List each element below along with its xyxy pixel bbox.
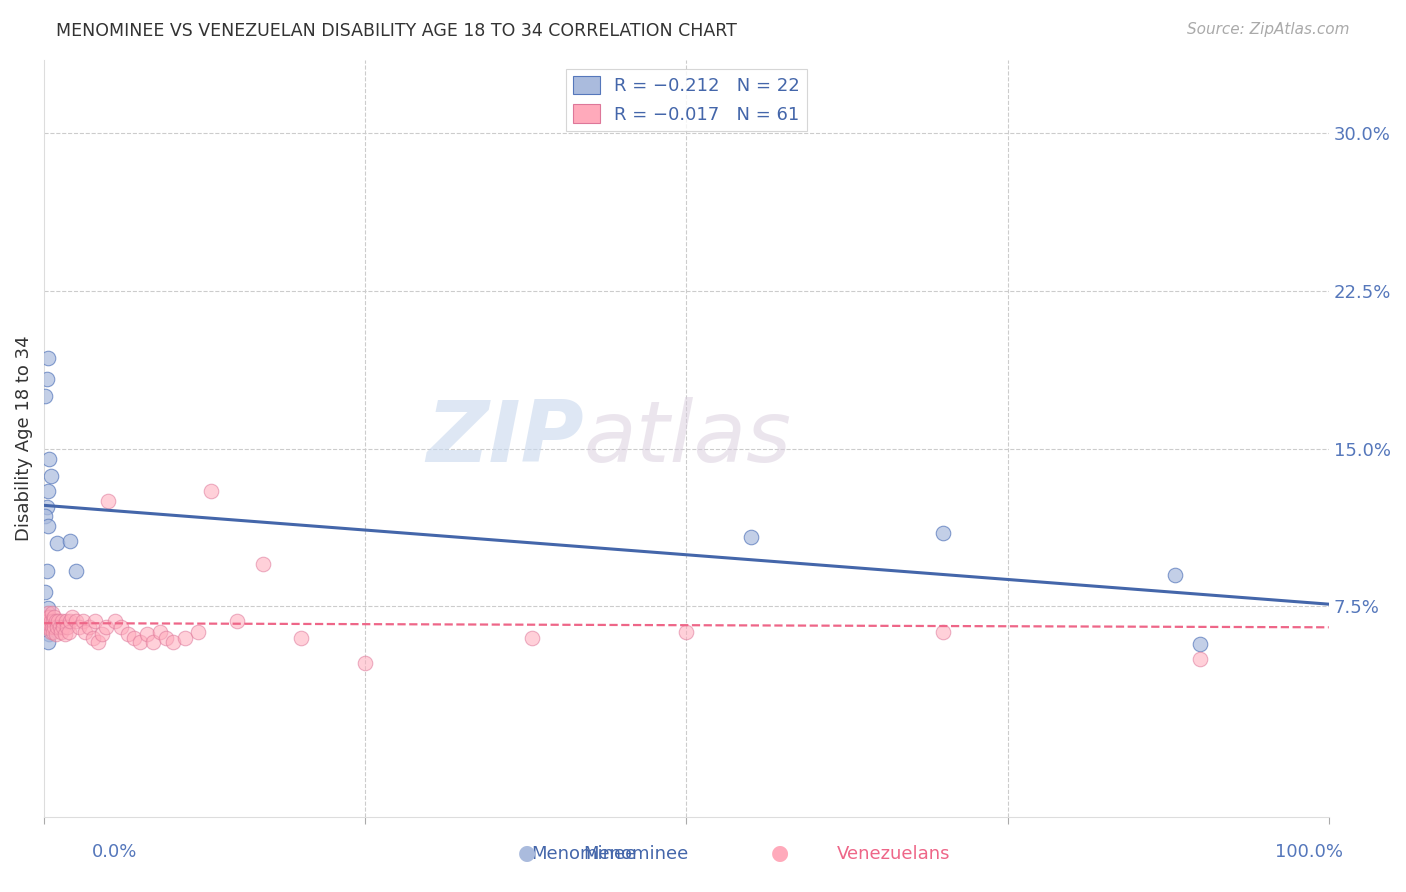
Point [252,558,274,572]
Point [34,508,56,523]
Point [67,620,90,634]
Point [42,614,65,628]
Point [522,631,544,645]
Point [174,631,197,645]
Point [35,500,58,515]
Text: Venezuelans: Venezuelans [837,846,950,863]
Point [51,614,73,628]
Point [290,631,312,645]
Point [37,483,59,498]
Point [59,614,82,628]
Point [34,614,56,628]
Point [37,635,59,649]
Point [225,614,247,628]
Point [44,609,66,624]
Y-axis label: Disability Age 18 to 34: Disability Age 18 to 34 [15,335,32,541]
Point [155,631,177,645]
Point [37,606,59,620]
Text: ZIP: ZIP [426,397,583,480]
Point [84,614,107,628]
Point [65,564,87,578]
Point [41,620,63,634]
Point [37,519,59,533]
Point [42,624,65,639]
Point [87,635,110,649]
Point [65,614,87,628]
Point [740,530,762,544]
Point [117,626,139,640]
Point [1189,637,1212,651]
Point [56,620,79,634]
Point [38,620,60,634]
Point [77,620,100,634]
Point [200,483,222,498]
Point [162,635,184,649]
Point [932,525,955,540]
Point [48,620,70,634]
Point [58,624,80,639]
Point [34,584,56,599]
Point [46,536,69,550]
Text: atlas: atlas [583,397,792,480]
Point [35,609,58,624]
Point [35,616,58,631]
Point [49,624,72,639]
Point [104,614,127,628]
Text: Menominee: Menominee [531,846,636,863]
Point [41,606,63,620]
Point [39,469,62,483]
Point [37,601,59,615]
Point [37,614,59,628]
Point [142,635,165,649]
Point [38,452,60,467]
Point [122,631,145,645]
Point [97,494,120,508]
Point [53,626,76,640]
Point [55,614,77,628]
Point [35,372,58,386]
Point [46,620,69,634]
Point [46,614,69,628]
Point [37,351,59,366]
Point [45,614,67,628]
Point [129,635,152,649]
Point [35,564,58,578]
Point [35,620,58,634]
Point [52,620,75,634]
Point [1163,567,1185,582]
Point [354,656,377,670]
Point [1189,652,1212,666]
Point [39,624,62,639]
Point [75,624,97,639]
Point [72,614,94,628]
Text: MENOMINEE VS VENEZUELAN DISABILITY AGE 18 TO 34 CORRELATION CHART: MENOMINEE VS VENEZUELAN DISABILITY AGE 1… [56,22,737,40]
Point [39,614,62,628]
Point [675,624,697,639]
Point [90,626,112,640]
Point [38,609,60,624]
Point [34,389,56,403]
Point [82,631,104,645]
Legend: R = −0.212   N = 22, R = −0.017   N = 61: R = −0.212 N = 22, R = −0.017 N = 61 [565,69,807,131]
Text: 0.0%: 0.0% [91,843,136,861]
Point [94,620,117,634]
Point [187,624,209,639]
Text: ●: ● [519,844,536,863]
Point [60,609,83,624]
Point [135,626,157,640]
Point [45,626,67,640]
Point [149,624,172,639]
Point [38,626,60,640]
Point [110,620,132,634]
Point [59,534,82,549]
Text: 100.0%: 100.0% [1275,843,1343,861]
Text: ●: ● [772,844,789,863]
Text: Source: ZipAtlas.com: Source: ZipAtlas.com [1187,22,1350,37]
Text: Menominee: Menominee [583,846,689,863]
Point [44,620,66,634]
Point [932,624,955,639]
